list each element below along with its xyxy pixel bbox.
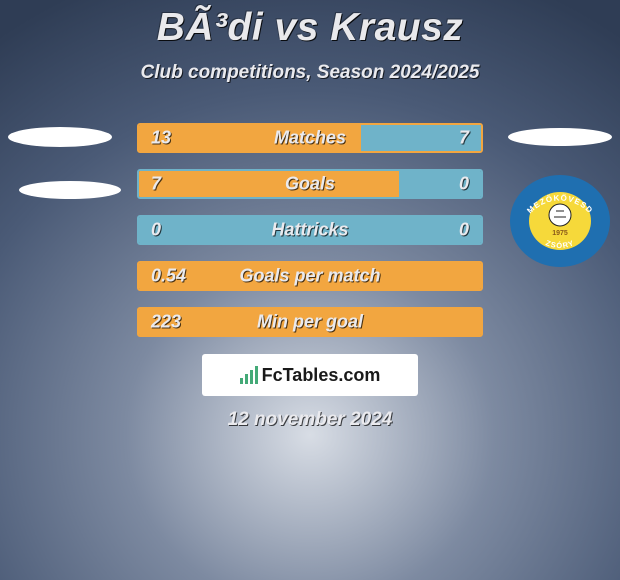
stat-row: 13Matches7 [137,123,483,153]
stat-value-right: 7 [459,128,469,149]
right-club-badge: MEZŐKÖVESD ZSÓRY 1975 [510,175,610,267]
svg-text:1975: 1975 [552,230,568,237]
page-title: BÃ³di vs Krausz [0,6,620,50]
logo-bars-icon [240,366,258,384]
stats-table: 13Matches77Goals00Hattricks00.54Goals pe… [137,123,483,353]
logo-label: FcTables.com [262,365,381,386]
stat-label: Matches [139,128,481,149]
stat-row: 0Hattricks0 [137,215,483,245]
page-subtitle: Club competitions, Season 2024/2025 [0,62,620,84]
date-label: 12 november 2024 [0,409,620,431]
right-club-logo-placeholder-small [508,128,612,146]
fctables-logo: FcTables.com [202,354,418,396]
left-club-logo-placeholder-2 [19,181,121,199]
stat-label: Hattricks [139,220,481,241]
stat-row: 223Min per goal [137,307,483,337]
stat-label: Goals [139,174,481,195]
stat-label: Min per goal [139,312,481,333]
stat-value-right: 0 [459,174,469,195]
stat-label: Goals per match [139,266,481,287]
stat-row: 0.54Goals per match [137,261,483,291]
left-club-logo-placeholder-1 [8,127,112,147]
stat-value-right: 0 [459,220,469,241]
stat-row: 7Goals0 [137,169,483,199]
